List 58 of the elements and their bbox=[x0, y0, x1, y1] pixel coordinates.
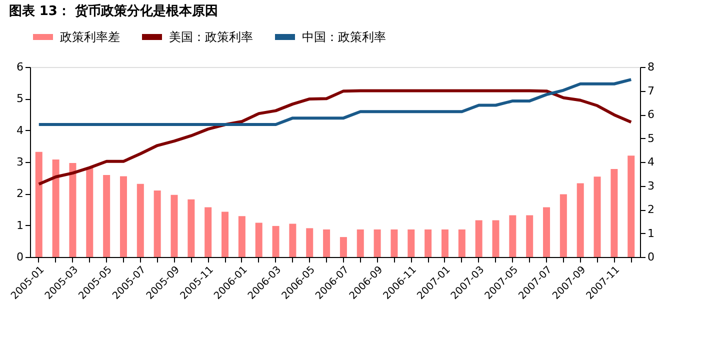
bar bbox=[610, 168, 618, 257]
bar bbox=[204, 207, 212, 257]
bar bbox=[69, 162, 76, 257]
y2-tick-label: 7 bbox=[648, 84, 654, 98]
bar bbox=[120, 176, 127, 257]
y-tick-label: 0 bbox=[16, 250, 24, 264]
bar bbox=[170, 194, 178, 257]
bar bbox=[374, 229, 381, 257]
bar bbox=[408, 229, 415, 257]
bar bbox=[86, 167, 94, 257]
bar bbox=[390, 229, 398, 257]
bar bbox=[458, 229, 466, 257]
bar bbox=[356, 229, 364, 257]
bar bbox=[576, 183, 584, 257]
y2-tick-label: 8 bbox=[648, 60, 654, 74]
bar bbox=[272, 226, 280, 257]
y-tick-label: 2 bbox=[16, 187, 24, 200]
bar bbox=[509, 215, 516, 257]
y-tick-label: 5 bbox=[16, 92, 24, 106]
bar bbox=[188, 199, 195, 257]
y2-tick-label: 3 bbox=[648, 179, 654, 192]
y2-tick-label: 5 bbox=[648, 132, 654, 145]
bar bbox=[222, 212, 229, 257]
bar bbox=[52, 159, 60, 257]
bar bbox=[526, 215, 534, 257]
bar bbox=[475, 220, 482, 257]
bar bbox=[306, 228, 314, 257]
bar bbox=[560, 194, 567, 257]
bar bbox=[543, 207, 550, 257]
y-tick-label: 6 bbox=[16, 60, 24, 74]
y2-tick-label: 0 bbox=[648, 250, 654, 264]
legend-label: 中国：政策利率 bbox=[302, 30, 386, 44]
line-series bbox=[37, 78, 633, 126]
bar bbox=[35, 152, 42, 257]
y2-tick-label: 4 bbox=[648, 156, 654, 168]
bar bbox=[255, 222, 262, 257]
legend-label: 美国：政策利率 bbox=[169, 30, 253, 44]
bar bbox=[238, 216, 246, 257]
bar bbox=[441, 229, 448, 257]
bar bbox=[136, 184, 144, 257]
bar bbox=[323, 229, 330, 257]
legend-label: 政策利率差 bbox=[60, 30, 120, 44]
y-tick-label: 1 bbox=[16, 218, 24, 232]
y-tick-label: 4 bbox=[16, 124, 24, 137]
y2-tick-label: 1 bbox=[648, 226, 654, 240]
y2-tick-label: 2 bbox=[648, 203, 654, 216]
line-series bbox=[37, 89, 633, 186]
bar bbox=[424, 229, 432, 257]
bar bbox=[492, 220, 500, 257]
y2-tick-label: 6 bbox=[648, 108, 654, 121]
chart-title: 图表 13： 货币政策分化是根本原因 bbox=[8, 3, 218, 19]
bar bbox=[340, 237, 347, 257]
bar bbox=[594, 176, 601, 257]
y-tick-label: 3 bbox=[16, 156, 24, 168]
bar bbox=[628, 156, 635, 257]
bar bbox=[154, 190, 161, 257]
bar bbox=[289, 224, 296, 257]
bar bbox=[103, 174, 110, 257]
